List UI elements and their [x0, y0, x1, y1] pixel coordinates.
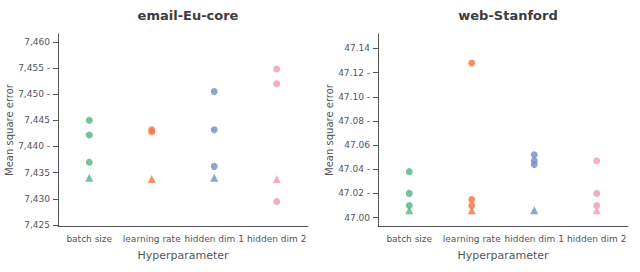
svg-text:batch size: batch size: [66, 234, 112, 244]
svg-text:Hyperparameter: Hyperparameter: [137, 249, 229, 262]
svg-text:7,460: 7,460: [24, 37, 50, 47]
svg-text:Mean square error: Mean square error: [4, 83, 15, 176]
svg-text:7,455 -: 7,455 -: [18, 63, 50, 73]
svg-text:7,425: 7,425: [24, 220, 50, 230]
svg-text:47.06: 47.06: [344, 140, 370, 150]
svg-text:hidden dim 1: hidden dim 1: [185, 234, 244, 244]
svg-text:batch size: batch size: [386, 234, 432, 244]
svg-text:Mean square error: Mean square error: [324, 83, 335, 176]
svg-text:47.08 -: 47.08 -: [338, 116, 370, 126]
svg-text:47.14: 47.14: [344, 43, 370, 53]
svg-text:learning rate: learning rate: [443, 234, 501, 244]
svg-text:Hyperparameter: Hyperparameter: [457, 249, 549, 262]
svg-text:7,430: 7,430: [24, 194, 50, 204]
svg-text:47.00: 47.00: [344, 213, 370, 223]
svg-text:47.12 -: 47.12 -: [338, 68, 370, 78]
svg-text:web-Stanford: web-Stanford: [458, 8, 557, 23]
svg-text:47.10 -: 47.10 -: [338, 92, 370, 102]
svg-text:email-Eu-core: email-Eu-core: [138, 8, 239, 23]
svg-text:7,445: 7,445: [24, 115, 50, 125]
svg-text:47.04 -: 47.04 -: [338, 164, 370, 174]
svg-text:47.02 -: 47.02 -: [338, 188, 370, 198]
svg-text:hidden dim 1: hidden dim 1: [505, 234, 564, 244]
svg-text:7,450 -: 7,450 -: [18, 89, 50, 99]
svg-text:7,440 -: 7,440 -: [18, 141, 50, 151]
svg-text:learning rate: learning rate: [123, 234, 181, 244]
svg-text:hidden dim 2: hidden dim 2: [567, 234, 626, 244]
svg-text:hidden dim 2: hidden dim 2: [247, 234, 306, 244]
svg-text:7,435: 7,435: [24, 168, 50, 178]
